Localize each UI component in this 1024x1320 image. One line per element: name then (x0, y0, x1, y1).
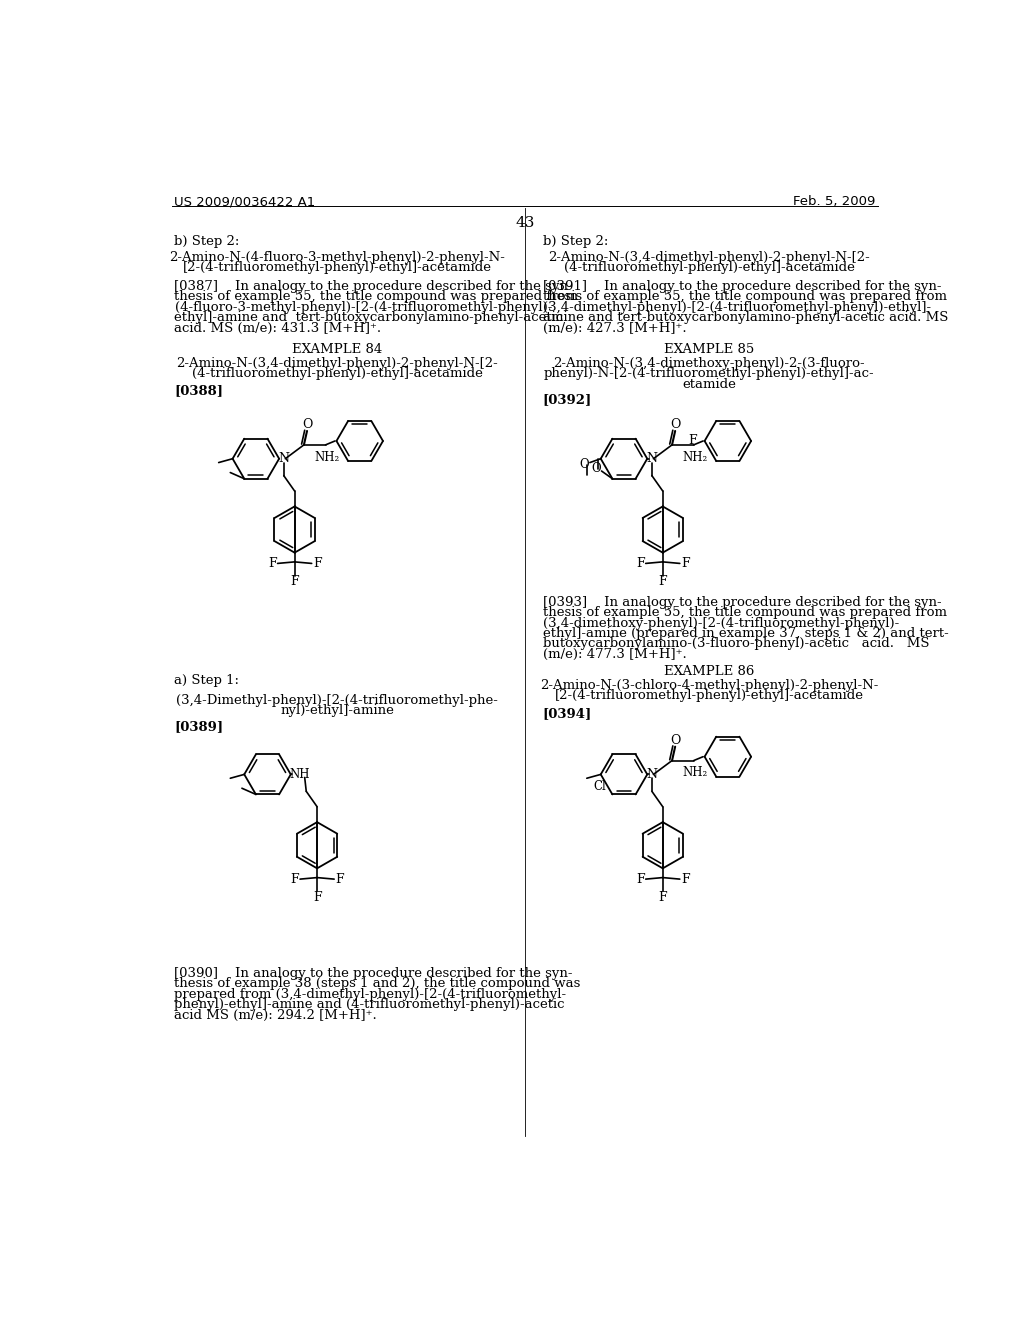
Text: US 2009/0036422 A1: US 2009/0036422 A1 (174, 195, 315, 209)
Text: [0390]    In analogy to the procedure described for the syn-: [0390] In analogy to the procedure descr… (174, 966, 573, 979)
Text: F: F (291, 576, 299, 589)
Text: (4-fluoro-3-methyl-phenyl)-[2-(4-trifluoromethyl-phenyl)-: (4-fluoro-3-methyl-phenyl)-[2-(4-trifluo… (174, 301, 552, 314)
Text: nyl)-ethyl]-amine: nyl)-ethyl]-amine (281, 704, 394, 717)
Text: F: F (291, 873, 299, 886)
Text: etamide: etamide (682, 378, 736, 391)
Text: O: O (591, 462, 601, 475)
Text: [0394]: [0394] (543, 708, 592, 721)
Text: thesis of example 55, the title compound was prepared from: thesis of example 55, the title compound… (543, 606, 946, 619)
Text: a) Step 1:: a) Step 1: (174, 675, 240, 688)
Text: [0392]: [0392] (543, 393, 592, 407)
Text: 2-Amino-N-(3-chloro-4-methyl-phenyl)-2-phenyl-N-: 2-Amino-N-(3-chloro-4-methyl-phenyl)-2-p… (540, 678, 879, 692)
Text: (4-trifluoromethyl-phenyl)-ethyl]-acetamide: (4-trifluoromethyl-phenyl)-ethyl]-acetam… (191, 367, 482, 380)
Text: Cl: Cl (594, 780, 606, 793)
Text: (3,4-dimethyl-phenyl)-[2-(4-trifluoromethyl-phenyl)-ethyl]-: (3,4-dimethyl-phenyl)-[2-(4-trifluoromet… (543, 301, 931, 314)
Text: butoxycarbonylamino-(3-fluoro-phenyl)-acetic   acid.   MS: butoxycarbonylamino-(3-fluoro-phenyl)-ac… (543, 638, 929, 651)
Text: NH: NH (290, 768, 310, 781)
Text: ethyl]-amine and  tert-butoxycarbonylamino-phenyl-acetic: ethyl]-amine and tert-butoxycarbonylamin… (174, 312, 563, 325)
Text: F: F (312, 891, 322, 904)
Text: [0389]: [0389] (174, 721, 223, 734)
Text: EXAMPLE 86: EXAMPLE 86 (664, 665, 755, 678)
Text: 2-Amino-N-(3,4-dimethyl-phenyl)-2-phenyl-N-[2-: 2-Amino-N-(3,4-dimethyl-phenyl)-2-phenyl… (176, 358, 498, 370)
Text: F: F (335, 873, 344, 886)
Text: amine and tert-butoxycarbonylamino-phenyl-acetic acid. MS: amine and tert-butoxycarbonylamino-pheny… (543, 312, 948, 325)
Text: b) Step 2:: b) Step 2: (543, 235, 608, 248)
Text: acid. MS (m/e): 431.3 [M+H]⁺.: acid. MS (m/e): 431.3 [M+H]⁺. (174, 322, 382, 335)
Text: (4-trifluoromethyl-phenyl)-ethyl]-acetamide: (4-trifluoromethyl-phenyl)-ethyl]-acetam… (564, 261, 855, 275)
Text: [0387]    In analogy to the procedure described for the syn-: [0387] In analogy to the procedure descr… (174, 280, 573, 293)
Text: 2-Amino-N-(3,4-dimethyl-phenyl)-2-phenyl-N-[2-: 2-Amino-N-(3,4-dimethyl-phenyl)-2-phenyl… (549, 251, 870, 264)
Text: F: F (658, 891, 667, 904)
Text: 43: 43 (515, 216, 535, 230)
Text: EXAMPLE 85: EXAMPLE 85 (665, 343, 755, 356)
Text: 2-Amino-N-(3,4-dimethoxy-phenyl)-2-(3-fluoro-: 2-Amino-N-(3,4-dimethoxy-phenyl)-2-(3-fl… (553, 358, 865, 370)
Text: N: N (279, 453, 289, 465)
Text: [2-(4-trifluoromethyl-phenyl)-ethyl]-acetamide: [2-(4-trifluoromethyl-phenyl)-ethyl]-ace… (182, 261, 492, 275)
Text: [0391]    In analogy to the procedure described for the syn-: [0391] In analogy to the procedure descr… (543, 280, 941, 293)
Text: thesis of example 55, the title compound was prepared from: thesis of example 55, the title compound… (174, 290, 579, 304)
Text: O: O (671, 418, 681, 432)
Text: F: F (681, 873, 689, 886)
Text: prepared from (3,4-dimethyl-phenyl)-[2-(4-trifluoromethyl-: prepared from (3,4-dimethyl-phenyl)-[2-(… (174, 987, 566, 1001)
Text: (m/e): 427.3 [M+H]⁺.: (m/e): 427.3 [M+H]⁺. (543, 322, 686, 335)
Text: F: F (268, 557, 276, 570)
Text: F: F (636, 873, 644, 886)
Text: O: O (580, 458, 589, 471)
Text: 2-Amino-N-(4-fluoro-3-methyl-phenyl)-2-phenyl-N-: 2-Amino-N-(4-fluoro-3-methyl-phenyl)-2-p… (169, 251, 505, 264)
Text: thesis of example 38 (steps 1 and 2), the title compound was: thesis of example 38 (steps 1 and 2), th… (174, 977, 581, 990)
Text: F: F (689, 434, 697, 447)
Text: F: F (636, 557, 644, 570)
Text: F: F (312, 557, 322, 570)
Text: (3,4-Dimethyl-phenyl)-[2-(4-trifluoromethyl-phe-: (3,4-Dimethyl-phenyl)-[2-(4-trifluoromet… (176, 693, 499, 706)
Text: (m/e): 477.3 [M+H]⁺.: (m/e): 477.3 [M+H]⁺. (543, 648, 686, 661)
Text: Feb. 5, 2009: Feb. 5, 2009 (793, 195, 876, 209)
Text: N: N (646, 453, 657, 465)
Text: phenyl)-ethyl]-amine and (4-trifluoromethyl-phenyl)-acetic: phenyl)-ethyl]-amine and (4-trifluoromet… (174, 998, 565, 1011)
Text: phenyl)-N-[2-(4-trifluoromethyl-phenyl)-ethyl]-ac-: phenyl)-N-[2-(4-trifluoromethyl-phenyl)-… (544, 367, 874, 380)
Text: F: F (681, 557, 689, 570)
Text: NH₂: NH₂ (683, 450, 708, 463)
Text: (3,4-dimethoxy-phenyl)-[2-(4-trifluoromethyl-phenyl)-: (3,4-dimethoxy-phenyl)-[2-(4-trifluorome… (543, 616, 899, 630)
Text: [0393]    In analogy to the procedure described for the syn-: [0393] In analogy to the procedure descr… (543, 595, 941, 609)
Text: NH₂: NH₂ (683, 767, 708, 779)
Text: O: O (303, 418, 313, 432)
Text: [0388]: [0388] (174, 384, 223, 397)
Text: b) Step 2:: b) Step 2: (174, 235, 240, 248)
Text: NH₂: NH₂ (314, 450, 340, 463)
Text: O: O (671, 734, 681, 747)
Text: [2-(4-trifluoromethyl-phenyl)-ethyl]-acetamide: [2-(4-trifluoromethyl-phenyl)-ethyl]-ace… (555, 689, 864, 702)
Text: thesis of example 55, the title compound was prepared from: thesis of example 55, the title compound… (543, 290, 946, 304)
Text: F: F (658, 576, 667, 589)
Text: ethyl]-amine (prepared in example 37, steps 1 & 2) and tert-: ethyl]-amine (prepared in example 37, st… (543, 627, 948, 640)
Text: acid MS (m/e): 294.2 [M+H]⁺.: acid MS (m/e): 294.2 [M+H]⁺. (174, 1008, 377, 1022)
Text: EXAMPLE 84: EXAMPLE 84 (292, 343, 382, 356)
Text: N: N (646, 768, 657, 781)
